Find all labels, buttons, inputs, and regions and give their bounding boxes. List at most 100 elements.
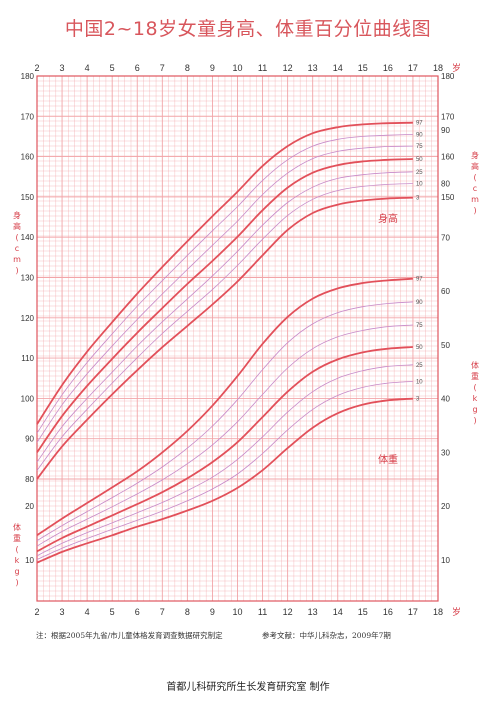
age-tick-top: 5: [110, 63, 115, 73]
weight-curve-p10: [36, 381, 413, 560]
age-tick-top: 15: [358, 63, 368, 73]
weight-curve-p97: [36, 277, 413, 537]
weight-tick-right: 90: [441, 126, 450, 135]
age-tick-bottom: 10: [232, 607, 242, 617]
chart-title: 中国2~18岁女童身高、体重百分位曲线图: [64, 18, 432, 40]
age-tick-top: 10: [232, 63, 242, 73]
age-tick-bottom: 6: [135, 607, 140, 617]
weight-percentile-label: 10: [416, 379, 423, 385]
age-tick-bottom: 9: [210, 607, 215, 617]
weight-tick-right: 10: [441, 556, 450, 565]
height-tick-left: 140: [21, 233, 35, 242]
source-note: 注：根据2005年九省/市儿童体格发育调查数据研究制定: [36, 631, 223, 640]
weight-percentile-label: 25: [416, 363, 423, 369]
height-tick-right: 170: [441, 112, 455, 121]
age-tick-bottom: 17: [408, 607, 418, 617]
age-tick-bottom: 8: [185, 607, 190, 617]
height-curve-p75: [36, 145, 413, 443]
weight-tick-right: 50: [441, 341, 450, 350]
reference-note: 参考文献：中华儿科杂志，2009年7期: [262, 631, 391, 640]
age-tick-bottom: 13: [308, 607, 318, 617]
age-tick-bottom: 16: [383, 607, 393, 617]
age-tick-top: 7: [160, 63, 165, 73]
weight-tick-right: 40: [441, 395, 450, 404]
height-curve-label: 身高: [378, 212, 398, 225]
weight-tick-right: 60: [441, 287, 450, 296]
age-tick-top: 2: [34, 63, 39, 73]
weight-curve-label: 体重: [378, 453, 398, 466]
age-unit-bottom: 岁: [452, 606, 461, 618]
height-percentile-label: 10: [416, 182, 423, 188]
age-tick-top: 6: [135, 63, 140, 73]
weight-axis-label-left: 体重(k g): [13, 523, 21, 587]
weight-curve-p90: [36, 301, 413, 541]
height-curve-p90: [36, 134, 413, 434]
weight-percentile-label: 75: [416, 323, 423, 329]
height-curve-p10: [36, 183, 413, 471]
age-tick-top: 9: [210, 63, 215, 73]
height-axis-label-right: 身高(c m): [471, 151, 479, 215]
age-tick-bottom: 12: [283, 607, 293, 617]
weight-percentile-label: 50: [416, 345, 423, 351]
weight-tick-right: 30: [441, 448, 450, 457]
height-tick-left: 80: [25, 475, 34, 484]
age-tick-bottom: 15: [358, 607, 368, 617]
footer-credit: 首都儿科研究所生长发育研究室 制作: [166, 682, 330, 693]
age-tick-bottom: 3: [60, 607, 65, 617]
height-percentile-label: 90: [416, 132, 423, 138]
age-tick-top: 4: [85, 63, 90, 73]
plot-frame: [36, 75, 439, 602]
weight-axis-label-right: 体重(k g): [471, 361, 479, 425]
weight-tick-left: 10: [25, 556, 34, 565]
height-tick-left: 100: [21, 394, 35, 403]
weight-tick-right: 70: [441, 233, 450, 242]
height-tick-left: 110: [21, 354, 34, 363]
age-tick-bottom: 11: [258, 607, 267, 617]
age-tick-bottom: 5: [110, 607, 115, 617]
height-curve-p50: [36, 158, 413, 453]
age-unit-top: 岁: [452, 62, 461, 74]
height-percentile-label: 25: [416, 170, 423, 176]
age-tick-top: 11: [258, 63, 267, 73]
weight-tick-right: 20: [441, 502, 450, 511]
height-percentile-label: 97: [416, 121, 423, 127]
age-tick-top: 18: [433, 63, 443, 73]
age-tick-top: 3: [60, 63, 65, 73]
height-axis-label: 身高(c m): [13, 211, 21, 275]
weight-tick-left: 20: [25, 502, 34, 511]
height-tick-right: 180: [441, 72, 455, 81]
weight-percentile-label: 97: [416, 277, 423, 283]
height-tick-left: 160: [21, 153, 35, 162]
age-tick-top: 8: [185, 63, 190, 73]
age-tick-top: 12: [283, 63, 293, 73]
age-tick-bottom: 2: [34, 607, 39, 617]
height-curve-p97: [36, 121, 413, 425]
height-tick-left: 120: [21, 314, 35, 323]
height-tick-left: 130: [21, 274, 35, 283]
weight-curve-p25: [36, 364, 413, 557]
age-tick-bottom: 7: [160, 607, 165, 617]
height-tick-left: 150: [21, 193, 35, 202]
weight-curve-p3: [36, 397, 413, 564]
weight-curve-p75: [36, 324, 413, 547]
age-tick-top: 16: [383, 63, 393, 73]
height-tick-left: 170: [21, 112, 35, 121]
height-percentile-label: 50: [416, 157, 423, 163]
height-tick-right: 150: [441, 193, 455, 202]
height-curve-p3: [36, 196, 413, 480]
weight-percentile-label: 90: [416, 300, 423, 306]
height-tick-left: 180: [21, 72, 35, 81]
height-percentile-label: 75: [416, 144, 423, 150]
weight-percentile-label: 3: [416, 397, 420, 403]
age-tick-bottom: 4: [85, 607, 90, 617]
age-tick-bottom: 14: [333, 607, 343, 617]
weight-curve-p50: [36, 346, 413, 553]
age-tick-top: 13: [308, 63, 318, 73]
height-tick-right: 160: [441, 153, 455, 162]
height-curve-p25: [36, 171, 413, 463]
height-percentile-label: 3: [416, 196, 420, 202]
weight-tick-right: 80: [441, 180, 450, 189]
height-tick-left: 90: [25, 435, 34, 444]
age-tick-top: 17: [408, 63, 418, 73]
